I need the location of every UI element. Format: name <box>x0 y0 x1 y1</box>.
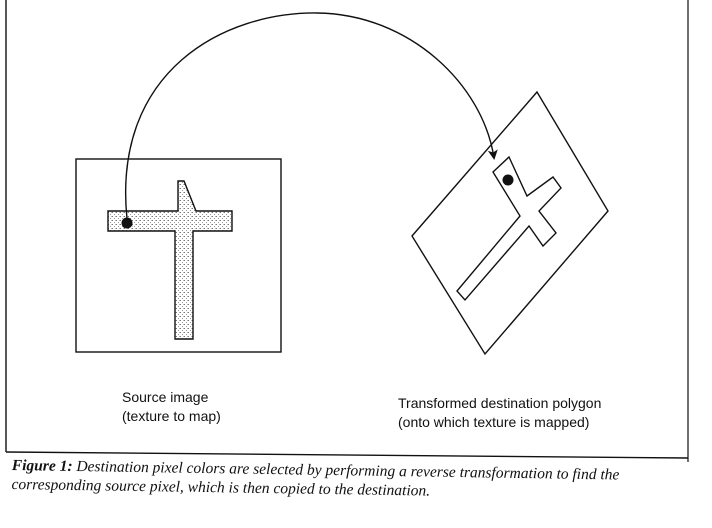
source-image-label: Source image (texture to map) <box>122 388 221 426</box>
caption-text: Destination pixel colors are selected by… <box>11 458 620 500</box>
destination-polygon <box>411 90 609 356</box>
curved-double-arrow-icon <box>122 12 498 228</box>
source-label-line1: Source image <box>122 389 209 405</box>
destination-cross-shape <box>456 155 562 302</box>
destination-polygon-label: Transformed destination polygon (onto wh… <box>398 394 601 432</box>
source-pixel-dot <box>121 217 133 229</box>
source-label-line2: (texture to map) <box>122 408 221 424</box>
caption-lead: Figure 1: <box>11 456 73 475</box>
destination-label-line1: Transformed destination polygon <box>398 395 602 411</box>
destination-pixel-dot <box>502 174 514 186</box>
destination-label-line2: (onto which texture is mapped) <box>398 414 590 430</box>
caption-rule <box>5 451 689 459</box>
